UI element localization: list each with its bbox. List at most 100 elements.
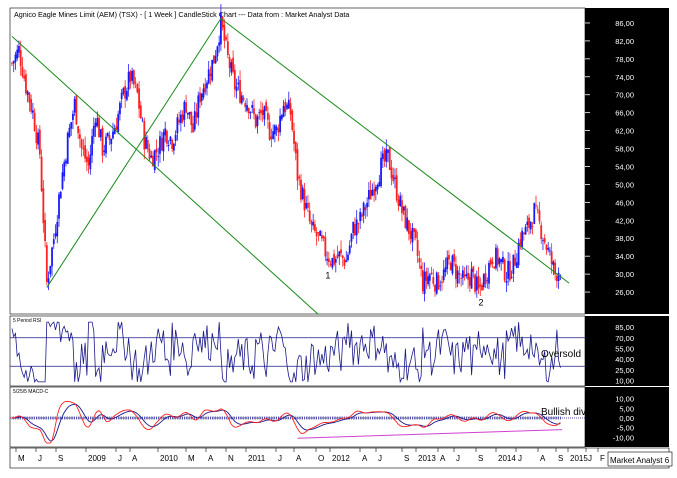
candle-body xyxy=(374,186,377,192)
candle-body xyxy=(348,245,351,254)
candle-body xyxy=(287,99,290,109)
macd-tick-label: 0,00 xyxy=(619,414,634,423)
candle-body xyxy=(434,285,436,292)
candle-body xyxy=(277,128,280,133)
candle-body xyxy=(159,136,161,154)
candle-body xyxy=(502,256,504,263)
date-tick-label: F xyxy=(600,454,605,463)
legend-box xyxy=(607,451,673,467)
candle-body xyxy=(214,56,217,63)
candle-body xyxy=(141,119,144,121)
candle-body xyxy=(273,125,276,135)
date-tick-label: 2014 xyxy=(498,454,516,463)
candle-body xyxy=(164,128,167,136)
macd-tick-label: -10,00 xyxy=(613,433,634,442)
candle-body xyxy=(470,268,473,289)
price-tick-label: 58,00 xyxy=(615,145,634,154)
date-tick-label: J xyxy=(278,454,282,463)
candle-body xyxy=(517,243,520,266)
candle-body xyxy=(456,270,459,284)
candle-body xyxy=(420,265,423,269)
candle-body xyxy=(249,112,252,114)
candle-body xyxy=(192,123,194,133)
candle-body xyxy=(47,278,50,283)
candle-body xyxy=(82,147,85,150)
candle-body xyxy=(496,248,499,266)
candle-body xyxy=(103,150,106,152)
candle-body xyxy=(195,112,198,118)
candle-body xyxy=(233,69,236,90)
candle-body xyxy=(387,149,389,153)
candle-body xyxy=(108,135,111,140)
date-tick-label: S xyxy=(58,454,63,463)
price-tick-label: 74,00 xyxy=(615,73,634,82)
candle-body xyxy=(421,269,424,292)
candle-body xyxy=(324,237,327,257)
candle-body xyxy=(28,92,31,103)
candle-body xyxy=(211,59,214,81)
candle-body xyxy=(500,259,503,263)
candle-body xyxy=(397,199,400,206)
candle-body xyxy=(202,88,205,98)
candle-body xyxy=(284,101,287,113)
candle-body xyxy=(536,209,539,211)
price-tick-label: 34,00 xyxy=(615,252,634,261)
candle-body xyxy=(122,87,125,94)
price-tick-label: 38,00 xyxy=(615,234,634,243)
candle-body xyxy=(225,37,228,40)
candle-body xyxy=(552,261,555,266)
candle-body xyxy=(557,272,560,281)
candle-body xyxy=(131,70,134,81)
candle-body xyxy=(101,127,104,156)
candle-body xyxy=(21,66,24,77)
candle-body xyxy=(529,222,532,230)
candle-body xyxy=(65,160,67,164)
candle-body xyxy=(317,232,320,234)
candle-body xyxy=(404,205,407,229)
candle-body xyxy=(315,231,318,237)
candle-body xyxy=(19,50,22,67)
candle-body xyxy=(282,105,285,118)
candle-body xyxy=(45,245,48,282)
candle-body xyxy=(240,95,243,104)
candle-body xyxy=(68,127,71,137)
candle-body xyxy=(52,239,55,245)
candle-body xyxy=(125,90,128,100)
candle-body xyxy=(132,70,135,85)
candle-body xyxy=(350,233,353,242)
candle-body xyxy=(247,108,250,114)
candle-body xyxy=(167,145,170,146)
candle-body xyxy=(26,91,29,95)
candle-body xyxy=(416,240,419,256)
macd-tick-label: 5,00 xyxy=(619,404,634,413)
price-tick-label: 78,00 xyxy=(615,55,634,64)
candle-body xyxy=(220,12,222,45)
candle-body xyxy=(98,117,100,138)
oversold-label: Oversold xyxy=(541,349,581,360)
candle-body xyxy=(298,176,301,179)
rsi-levels xyxy=(10,337,585,367)
candle-body xyxy=(326,258,328,261)
candle-body xyxy=(11,62,13,64)
candle-body xyxy=(204,84,207,93)
candle-body xyxy=(129,71,132,82)
rsi-tick-label: 10,00 xyxy=(615,376,634,385)
price-tick-label: 46,00 xyxy=(615,198,634,207)
candle-body xyxy=(190,111,193,126)
candle-body xyxy=(267,112,269,120)
candle-body xyxy=(378,181,381,187)
candle-body xyxy=(521,230,523,247)
candle-body xyxy=(331,257,334,268)
date-tick-label: M xyxy=(188,454,195,463)
candle-body xyxy=(38,129,41,155)
candle-body xyxy=(270,136,273,140)
candle-body xyxy=(458,273,461,275)
candle-body xyxy=(399,195,402,207)
candle-body xyxy=(197,95,200,118)
date-tick-label: 2009 xyxy=(88,454,106,463)
candle-body xyxy=(408,220,410,234)
candle-body xyxy=(411,227,414,243)
trendlines xyxy=(11,18,570,315)
candle-body xyxy=(223,25,226,41)
